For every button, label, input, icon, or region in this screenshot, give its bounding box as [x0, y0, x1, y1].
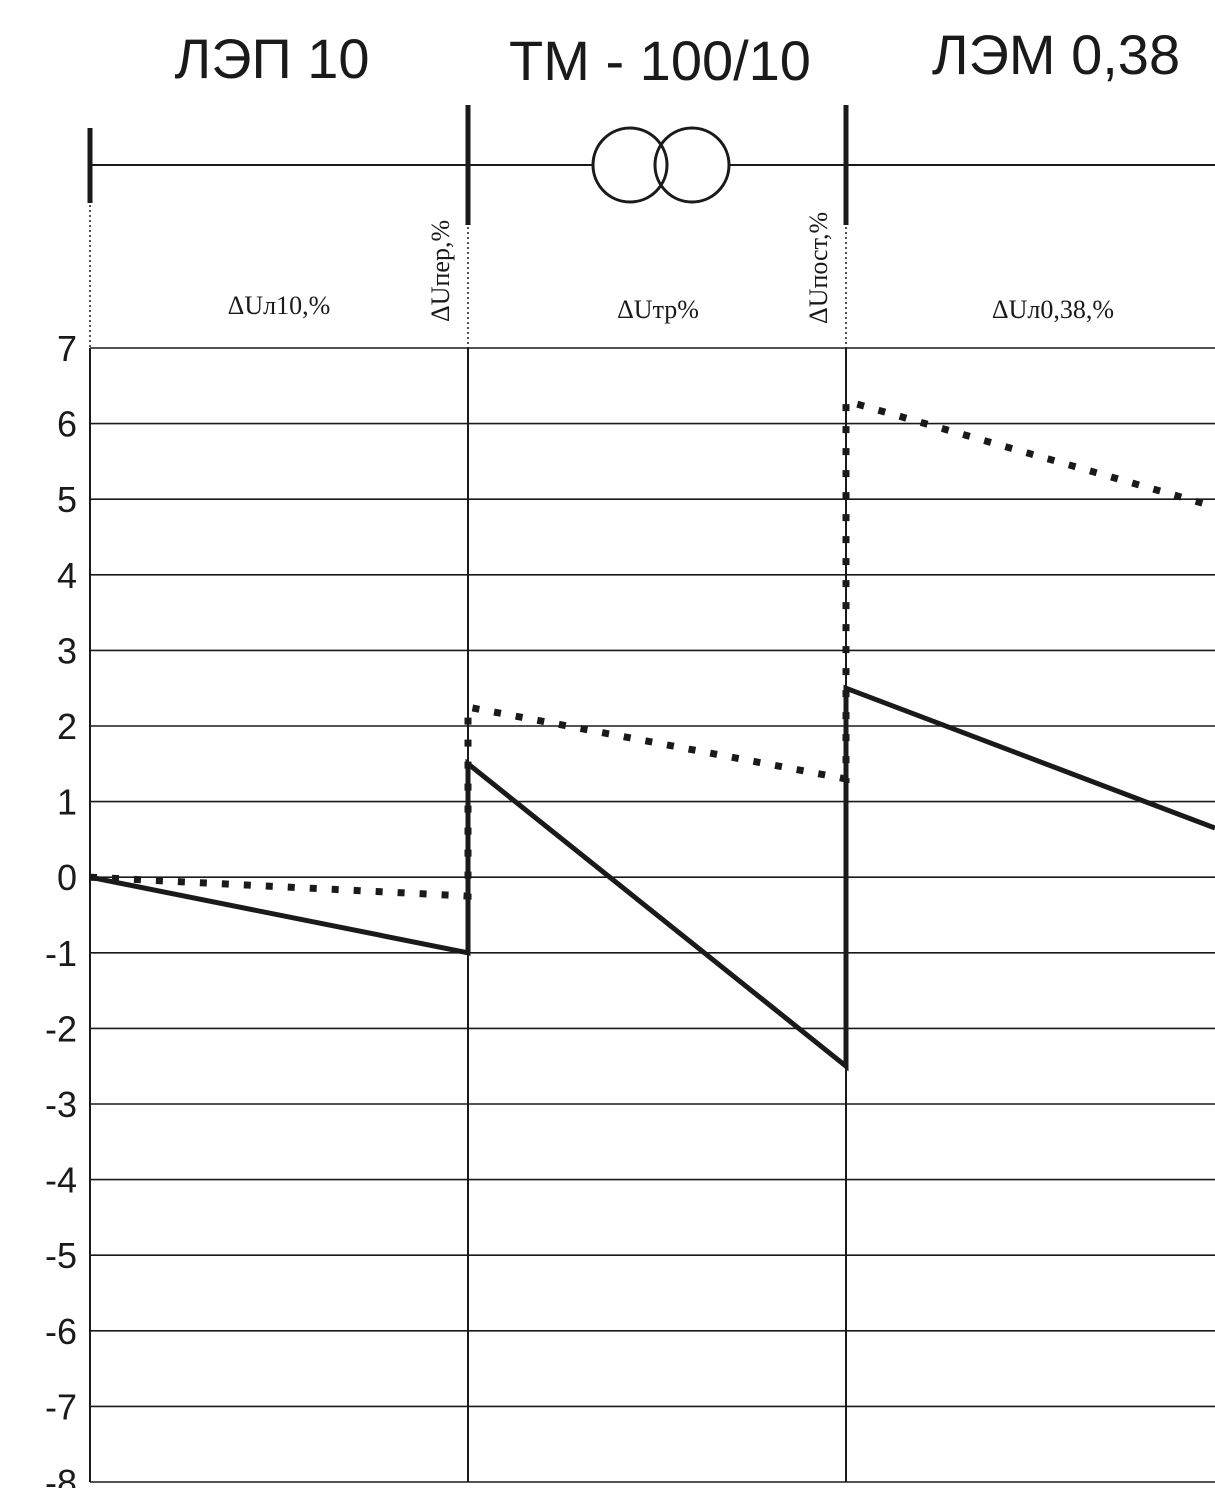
y-tick-label: -5 [45, 1235, 77, 1276]
y-tick-label: 3 [57, 630, 77, 671]
single-line-diagram [87, 105, 1215, 225]
y-tick-label: -1 [45, 933, 77, 974]
series-line-dotted [89, 396, 1215, 900]
y-tick-label: -3 [45, 1084, 77, 1125]
grid-lines [89, 347, 1215, 1483]
label-line038-drop: ΔUл0,38,% [992, 295, 1114, 324]
y-tick-label: 0 [57, 857, 77, 898]
label-per-boost: ΔUпер,% [426, 220, 455, 322]
y-tick-labels: 7 6 5 4 3 2 1 0 -1 -2 -3 -4 -5 -6 -7 -8 [45, 328, 77, 1488]
title-lem038: ЛЭМ 0,38 [932, 23, 1180, 86]
label-line10-drop: ΔUл10,% [228, 291, 331, 320]
y-tick-label: 2 [57, 706, 77, 747]
title-lep10: ЛЭП 10 [174, 27, 369, 90]
y-tick-label: -8 [45, 1462, 77, 1488]
transformer-winding-right [653, 126, 731, 204]
y-tick-label: 1 [57, 782, 77, 823]
y-tick-label: -6 [45, 1311, 77, 1352]
y-tick-label: -7 [45, 1386, 77, 1427]
y-tick-label: 4 [57, 555, 77, 596]
series-line-solid [89, 684, 1215, 1072]
y-tick-label: -2 [45, 1008, 77, 1049]
y-tick-label: 7 [57, 328, 77, 369]
transformer-winding-left [591, 126, 669, 204]
y-tick-label: 5 [57, 479, 77, 520]
y-tick-label: 6 [57, 404, 77, 445]
series-lines [89, 396, 1215, 1072]
guide-lines [89, 205, 847, 348]
title-tm: ТМ - 100/10 [509, 29, 811, 92]
y-tick-label: -4 [45, 1160, 77, 1201]
label-post-boost: ΔUпост,% [804, 212, 833, 324]
label-tr-drop: ΔUтр% [617, 295, 699, 324]
